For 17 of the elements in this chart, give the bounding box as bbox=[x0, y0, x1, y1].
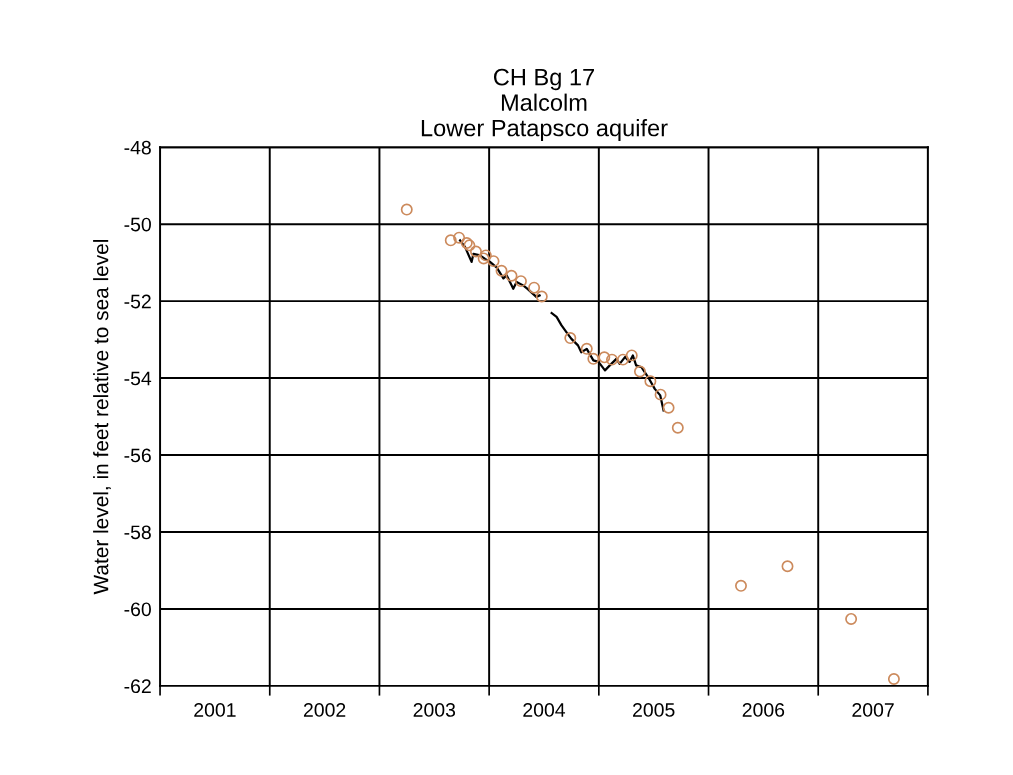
y-tick-label: -48 bbox=[124, 140, 151, 155]
y-tick-label: -52 bbox=[124, 294, 151, 309]
y-tick-label: -56 bbox=[124, 448, 151, 463]
y-tick-label: -50 bbox=[124, 217, 151, 232]
chart-title: CH Bg 17 Malcolm Lower Patapsco aquifer bbox=[421, 68, 668, 142]
x-tick-label: 2003 bbox=[413, 703, 456, 717]
y-tick-label: -60 bbox=[124, 602, 151, 617]
x-tick-label: 2002 bbox=[303, 703, 346, 717]
x-tick-label: 2001 bbox=[194, 703, 236, 717]
y-tick-label: -58 bbox=[124, 525, 151, 540]
x-tick-label: 2006 bbox=[742, 703, 785, 717]
y-axis-title: Water level, in feet relative to sea level bbox=[93, 240, 111, 595]
x-tick-label: 2005 bbox=[633, 703, 675, 717]
y-tick-label: -54 bbox=[124, 371, 152, 386]
y-tick-label: -62 bbox=[124, 679, 151, 694]
x-tick-label: 2004 bbox=[523, 703, 566, 717]
x-tick-label: 2007 bbox=[852, 703, 894, 717]
